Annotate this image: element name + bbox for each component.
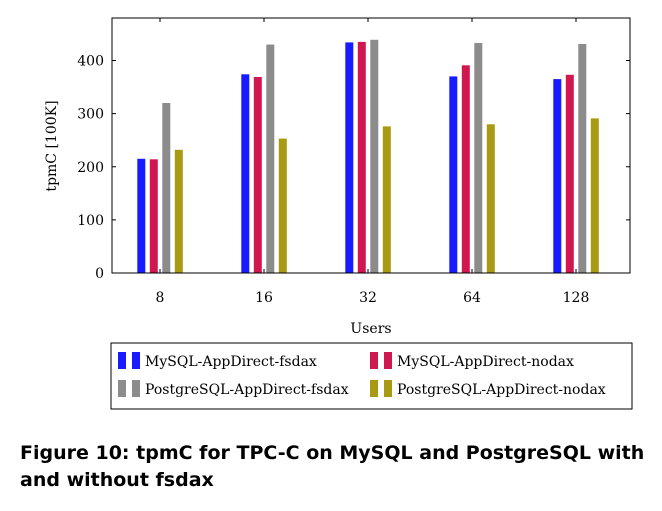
legend-swatch-3-b (384, 380, 392, 397)
bar-16-series-0 (241, 74, 250, 273)
x-axis: 8 16 32 64 128 (156, 18, 590, 306)
bar-64-series-1 (461, 65, 470, 273)
legend-swatch-0-a (118, 352, 126, 369)
y-axis-label: tpmC [100K] (44, 100, 60, 191)
legend-swatch-3-a (370, 380, 378, 397)
legend-swatch-2-b (132, 380, 140, 397)
bar-128-series-0 (553, 79, 562, 273)
plot-frame (111, 17, 631, 274)
bar-64-series-3 (486, 124, 495, 274)
y-tick-label-300: 300 (77, 107, 104, 123)
legend-swatch-0-b (132, 352, 140, 369)
bar-128-series-1 (565, 74, 574, 273)
legend-label-0: MySQL-AppDirect-fsdax (145, 354, 317, 370)
legend-swatch-1-a (370, 352, 378, 369)
y-tick-label-200: 200 (77, 160, 104, 176)
bar-8-series-2 (162, 103, 171, 273)
bar-128-series-2 (578, 44, 587, 273)
legend-label-3: PostgreSQL-AppDirect-nodax (397, 382, 606, 398)
bar-8-series-0 (137, 158, 146, 273)
legend-label-2: PostgreSQL-AppDirect-fsdax (145, 382, 349, 398)
bar-32-series-3 (382, 126, 391, 274)
bar-chart: 0 100 200 300 400 8 16 32 64 128 tpmC [100K] Use… (44, 17, 633, 410)
bar-32-series-0 (345, 42, 354, 274)
bar-16-series-2 (266, 44, 275, 273)
bar-16-series-1 (253, 77, 262, 273)
bars-layer (137, 39, 599, 274)
x-tick-label-16: 16 (255, 290, 273, 306)
figure-caption: Figure 10: tpmC for TPC-C on MySQL and P… (20, 442, 645, 491)
legend-swatch-1-b (384, 352, 392, 369)
y-axis: 0 100 200 300 400 (77, 54, 630, 282)
bar-128-series-3 (590, 118, 599, 274)
legend-swatch-2-a (118, 380, 126, 397)
bar-64-series-0 (449, 76, 458, 274)
x-tick-label-8: 8 (156, 290, 165, 306)
x-tick-label-64: 64 (463, 290, 481, 306)
x-axis-label: Users (350, 321, 391, 337)
bar-8-series-3 (174, 149, 183, 274)
bar-8-series-1 (149, 159, 158, 273)
bar-32-series-2 (370, 39, 379, 273)
y-tick-label-100: 100 (77, 213, 104, 229)
y-tick-label-400: 400 (77, 54, 104, 70)
x-tick-label-32: 32 (359, 290, 377, 306)
y-tick-label-0: 0 (95, 266, 104, 282)
x-tick-label-128: 128 (563, 290, 590, 306)
bar-32-series-1 (357, 41, 366, 274)
legend: MySQL-AppDirect-fsdax MySQL-AppDirect-nod… (110, 342, 633, 410)
bar-16-series-3 (278, 138, 287, 273)
bar-64-series-2 (474, 43, 483, 273)
legend-label-1: MySQL-AppDirect-nodax (397, 354, 574, 370)
